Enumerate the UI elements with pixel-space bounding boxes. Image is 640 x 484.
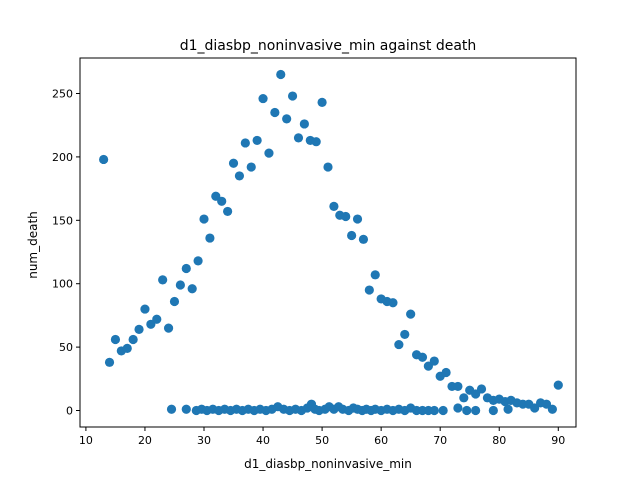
scatter-point bbox=[163, 323, 174, 333]
x-tick-label: 70 bbox=[433, 434, 447, 447]
x-axis-label: d1_diasbp_noninvasive_min bbox=[244, 457, 412, 471]
scatter-point bbox=[323, 162, 333, 172]
scatter-point bbox=[352, 214, 363, 224]
x-tick-label: 80 bbox=[492, 434, 506, 447]
scatter-point bbox=[134, 324, 144, 334]
x-tick-label: 30 bbox=[197, 434, 211, 447]
scatter-point bbox=[158, 275, 168, 285]
scatter-point bbox=[462, 405, 472, 416]
scatter-point bbox=[228, 158, 239, 168]
y-tick-label: 150 bbox=[52, 214, 73, 227]
scatter-point bbox=[394, 339, 404, 350]
scatter-point bbox=[417, 352, 428, 362]
scatter-point bbox=[223, 206, 233, 217]
y-tick-label: 0 bbox=[66, 405, 73, 418]
scatter-point bbox=[217, 196, 227, 206]
scatter-point bbox=[341, 211, 351, 222]
scatter-point bbox=[503, 404, 513, 414]
scatter-point bbox=[438, 405, 448, 416]
y-tick-label: 50 bbox=[59, 341, 73, 354]
scatter-point bbox=[258, 93, 268, 104]
scatter-point bbox=[110, 334, 121, 345]
scatter-point bbox=[400, 329, 410, 340]
scatter-point bbox=[429, 405, 439, 416]
x-tick-label: 10 bbox=[79, 434, 93, 447]
scatter-point bbox=[358, 234, 369, 244]
x-tick-label: 60 bbox=[374, 434, 388, 447]
scatter-point bbox=[406, 309, 416, 319]
scatter-point bbox=[388, 298, 398, 308]
scatter-point bbox=[205, 233, 215, 243]
scatter-point bbox=[453, 403, 463, 413]
y-tick-label: 200 bbox=[52, 151, 73, 164]
scatter-point bbox=[553, 380, 563, 390]
scatter-point bbox=[282, 114, 292, 124]
scatter-point bbox=[264, 148, 274, 158]
scatter-point bbox=[181, 263, 191, 274]
scatter-point bbox=[471, 405, 481, 416]
scatter-point bbox=[175, 280, 185, 290]
scatter-point bbox=[441, 367, 451, 378]
scatter-point bbox=[240, 138, 250, 148]
scatter-point bbox=[276, 69, 286, 80]
scatter-point bbox=[181, 404, 191, 414]
scatter-point bbox=[140, 304, 150, 314]
scatter-point bbox=[429, 356, 439, 366]
scatter-point bbox=[453, 381, 463, 392]
scatter-point bbox=[547, 404, 557, 414]
scatter-point bbox=[234, 171, 245, 181]
scatter-point bbox=[187, 284, 197, 294]
scatter-point bbox=[329, 201, 339, 211]
x-tick-label: 40 bbox=[256, 434, 270, 447]
scatter-point bbox=[287, 91, 298, 101]
scatter-point bbox=[199, 214, 209, 224]
scatter-point bbox=[299, 119, 309, 129]
scatter-point bbox=[347, 230, 357, 241]
data-points bbox=[99, 69, 563, 416]
scatter-point bbox=[169, 296, 180, 307]
x-tick-label: 50 bbox=[315, 434, 329, 447]
scatter-point bbox=[459, 393, 469, 403]
scatter-point bbox=[122, 343, 132, 353]
y-tick-label: 250 bbox=[52, 88, 73, 101]
scatter-point bbox=[193, 256, 203, 266]
scatter-point bbox=[246, 162, 256, 172]
scatter-point bbox=[476, 384, 487, 394]
scatter-point bbox=[488, 405, 498, 416]
scatter-point bbox=[128, 334, 138, 345]
scatter-point bbox=[166, 404, 177, 414]
scatter-point bbox=[311, 137, 321, 147]
scatter-point bbox=[152, 314, 162, 324]
scatter-point bbox=[317, 97, 327, 107]
scatter-point bbox=[252, 135, 262, 146]
y-axis-label: num_death bbox=[26, 211, 40, 279]
plot-frame bbox=[79, 57, 577, 428]
chart-title: d1_diasbp_noninvasive_min against death bbox=[180, 38, 477, 54]
y-axis-ticks: 0 50 100 150 200 250 bbox=[52, 88, 80, 418]
x-tick-label: 20 bbox=[138, 434, 152, 447]
scatter-point bbox=[364, 285, 374, 295]
x-tick-label: 90 bbox=[551, 434, 565, 447]
y-tick-label: 100 bbox=[52, 278, 73, 291]
scatter-point bbox=[104, 357, 115, 367]
scatter-point bbox=[370, 270, 380, 280]
scatter-point bbox=[293, 133, 304, 143]
scatter-point bbox=[99, 154, 109, 165]
x-axis-ticks: 10 20 30 40 50 60 70 80 90 bbox=[79, 427, 565, 447]
scatter-point bbox=[270, 107, 280, 118]
